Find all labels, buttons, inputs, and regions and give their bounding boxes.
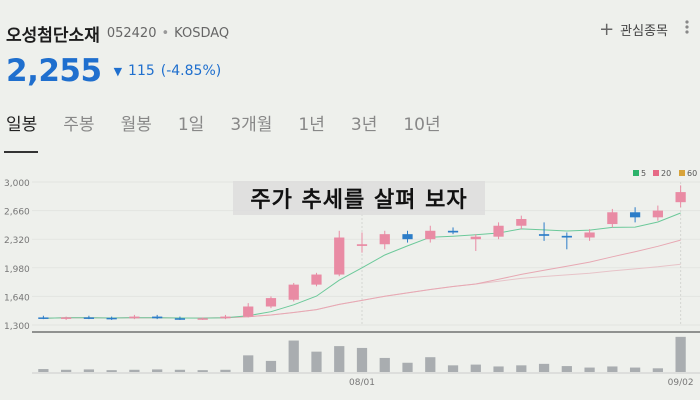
candle-body [356, 244, 368, 246]
candle-body [470, 236, 481, 240]
candlestick-chart[interactable]: 3,000 2,660 2,320 1,980 1,640 1,300 08/01 09/02… [0, 160, 700, 400]
candle-body [106, 317, 117, 320]
watchlist-label: 관심종목 [620, 24, 668, 39]
candle-body [425, 230, 436, 240]
legend-label: 60 [687, 169, 697, 178]
market-label: KOSDAQ [174, 25, 230, 41]
volume-bar [425, 357, 436, 372]
y-tick-label: 1,980 [4, 265, 30, 275]
volume-bar [220, 369, 231, 372]
volume-bar [584, 367, 595, 372]
candle-body [402, 234, 413, 240]
overlay-title: 주가 추세를 살펴 보자 [233, 181, 485, 215]
candle-body [174, 318, 186, 320]
volume-bar [402, 362, 413, 372]
candle-body [334, 237, 345, 275]
separator-dot: • [161, 25, 170, 41]
stock-code: 052420 [106, 25, 157, 41]
volume-bar [334, 346, 345, 372]
tab-3month[interactable]: 3개월 [230, 115, 273, 135]
volume-bar [652, 368, 663, 372]
candle-body [83, 317, 95, 319]
candle-body [311, 274, 322, 285]
price-change: 115 [128, 63, 155, 79]
tab-weekly[interactable]: 주봉 [63, 115, 95, 135]
tab-daily[interactable]: 일봉 [6, 115, 38, 135]
volume-bar [197, 370, 208, 372]
candle-body [38, 317, 49, 319]
stock-header: 오성첨단소재 052420 • KOSDAQ [6, 18, 229, 48]
tab-3year[interactable]: 3년 [350, 115, 378, 135]
candle-body [561, 235, 572, 238]
volume-bar [288, 340, 299, 372]
candle-body [493, 225, 504, 237]
volume-bar [538, 363, 550, 372]
candle-body [584, 232, 595, 238]
volume-bar [516, 365, 527, 372]
tab-1year[interactable]: 1년 [298, 115, 325, 135]
volume-bar [447, 365, 459, 372]
legend-swatch [653, 170, 659, 176]
legend-swatch [679, 170, 685, 176]
volume-bar [561, 366, 572, 372]
x-tick-label: 08/01 [349, 378, 375, 388]
watchlist-button[interactable]: + 관심종목 [599, 20, 668, 39]
volume-bar [675, 336, 686, 372]
price-row: 2,255 ▼ 115 (-4.85%) [6, 50, 221, 92]
candle-body [152, 316, 163, 319]
tab-10year[interactable]: 10년 [403, 115, 441, 135]
volume-bar [243, 355, 254, 372]
legend-label: 20 [661, 169, 671, 178]
candle-body [61, 317, 72, 319]
candle-body [516, 219, 527, 226]
legend-label: 5 [641, 169, 646, 178]
y-tick-label: 3,000 [4, 179, 30, 189]
volume-bar [379, 357, 390, 372]
y-tick-label: 1,300 [4, 322, 30, 332]
current-price: 2,255 [6, 53, 102, 89]
volume-bar [470, 364, 481, 372]
y-tick-label: 2,660 [4, 208, 30, 218]
candle-body [197, 318, 208, 320]
volume-bar [356, 347, 368, 372]
volume-bar [629, 367, 641, 372]
volume-bar [265, 360, 277, 372]
candle-body [379, 234, 390, 245]
stock-name[interactable]: 오성첨단소재 [6, 25, 100, 46]
candle-body [675, 192, 686, 203]
tab-1day[interactable]: 1일 [177, 115, 205, 135]
tab-monthly[interactable]: 월봉 [120, 115, 152, 135]
period-tabs: 일봉 주봉 월봉 1일 3개월 1년 3년 10년 [0, 110, 465, 142]
candle-body [652, 210, 663, 218]
price-change-percent: (-4.85%) [160, 63, 222, 79]
y-tick-label: 2,320 [4, 236, 30, 246]
volume-bar [607, 366, 618, 372]
volume-bar [152, 369, 163, 372]
candle-body [538, 234, 550, 236]
plus-icon: + [599, 18, 615, 40]
volume-bar [106, 370, 117, 372]
candle-body [288, 284, 299, 300]
legend-swatch [633, 170, 639, 176]
candle-body [129, 316, 140, 319]
volume-bar [83, 369, 95, 372]
volume-bar [61, 369, 72, 372]
volume-bar [38, 369, 49, 372]
candle-body [447, 230, 459, 233]
volume-bar [311, 351, 322, 372]
volume-bar [129, 369, 140, 372]
candle-body [629, 212, 641, 218]
volume-bar [174, 369, 186, 372]
candle-body [243, 306, 254, 317]
candle-body [220, 316, 231, 319]
volume-bar [493, 366, 504, 372]
x-tick-label: 09/02 [668, 378, 694, 388]
candle-body [265, 298, 277, 307]
more-icon[interactable] [678, 18, 700, 40]
ma5-line [43, 212, 681, 319]
down-arrow-icon: ▼ [113, 64, 123, 78]
y-tick-label: 1,640 [4, 293, 30, 303]
candle-body [607, 212, 618, 225]
active-tab-indicator [4, 151, 38, 153]
